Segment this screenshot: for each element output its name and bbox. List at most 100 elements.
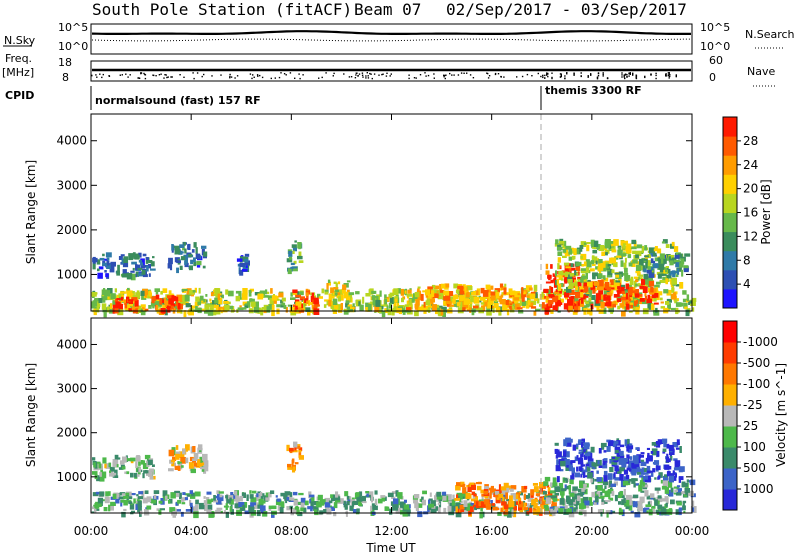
range-cell (501, 501, 507, 506)
range-cell (669, 260, 674, 266)
range-cell (503, 482, 509, 489)
range-cell (555, 300, 561, 307)
range-cell (619, 507, 622, 511)
range-cell (601, 498, 604, 502)
range-cell (669, 492, 674, 497)
nsearch-trace (91, 38, 691, 42)
nave-point (99, 73, 101, 75)
range-cell (591, 256, 598, 263)
range-cell (216, 490, 221, 495)
range-cell (533, 508, 537, 511)
range-cell (503, 487, 510, 493)
range-cell (229, 497, 232, 501)
range-cell (457, 302, 462, 307)
range-cell (142, 288, 148, 296)
range-cell (509, 495, 513, 502)
range-cell (198, 444, 203, 451)
range-cell (518, 309, 524, 314)
range-cell (499, 283, 504, 288)
range-cell (457, 285, 460, 290)
range-cell (533, 502, 538, 509)
range-cell (220, 510, 223, 514)
range-cell (596, 470, 599, 474)
range-cell (371, 295, 376, 301)
range-cell (184, 248, 187, 254)
range-cell (596, 306, 600, 311)
nsky-top-tick: 10^5 (58, 21, 88, 34)
range-cell (638, 258, 644, 266)
range-cell (437, 507, 441, 514)
range-cell (313, 308, 320, 315)
range-cell (580, 253, 587, 261)
range-cell (447, 304, 451, 307)
range-cell (91, 511, 95, 514)
range-cell (190, 468, 196, 474)
nave-point (487, 72, 489, 75)
nave-point (531, 75, 533, 77)
nave-point (369, 72, 371, 75)
range-cell (606, 439, 611, 443)
range-cell (94, 298, 98, 303)
range-cell (601, 488, 606, 494)
nsearch-label: N.Search (745, 28, 795, 41)
range-cell (646, 495, 653, 500)
range-cell (294, 507, 297, 514)
range-cell (619, 303, 625, 308)
range-cell (674, 259, 680, 263)
range-cell (171, 295, 175, 302)
nave-point (299, 77, 301, 80)
range-cell (494, 494, 499, 498)
range-cell (438, 309, 444, 316)
range-cell (183, 254, 189, 259)
range-cell (134, 501, 141, 504)
range-cell (595, 293, 601, 300)
range-cell (453, 283, 459, 289)
range-cell (646, 465, 651, 473)
range-cell (130, 273, 136, 281)
range-cell (400, 288, 404, 296)
range-cell (295, 294, 301, 298)
range-cell (271, 304, 275, 311)
range-cell (134, 299, 139, 307)
range-cell (328, 299, 332, 307)
range-cell (406, 509, 411, 514)
range-cell (268, 304, 273, 310)
range-cell (643, 277, 650, 285)
range-cell (451, 499, 456, 506)
nave-point (137, 77, 139, 79)
nave-point (596, 78, 599, 80)
range-cell (655, 287, 659, 294)
range-cell (543, 505, 549, 509)
range-cell (691, 507, 695, 512)
range-cell (292, 491, 298, 496)
range-cell (606, 275, 612, 278)
range-cell (394, 296, 398, 303)
range-cell (310, 506, 313, 512)
range-cell (378, 498, 383, 504)
range-cell (172, 456, 177, 461)
range-cell (498, 296, 503, 300)
range-cell (202, 453, 208, 461)
range-cell (120, 499, 125, 503)
range-cell (404, 290, 407, 294)
range-cell (671, 277, 677, 285)
range-cell (92, 471, 98, 475)
range-cell (564, 505, 568, 509)
nave-point (559, 73, 562, 75)
range-cell (188, 309, 194, 316)
range-cell (119, 496, 126, 500)
range-cell (658, 475, 661, 480)
nave-point (668, 77, 670, 79)
range-cell (303, 300, 306, 306)
range-cell (173, 245, 180, 249)
range-cell (688, 301, 691, 305)
nave-point (451, 74, 453, 76)
nave-point (551, 77, 553, 80)
range-cell (534, 497, 538, 500)
range-cell (603, 458, 608, 462)
range-cell (133, 253, 139, 259)
range-cell (332, 298, 338, 305)
range-cell (618, 247, 622, 251)
range-cell (616, 438, 620, 442)
